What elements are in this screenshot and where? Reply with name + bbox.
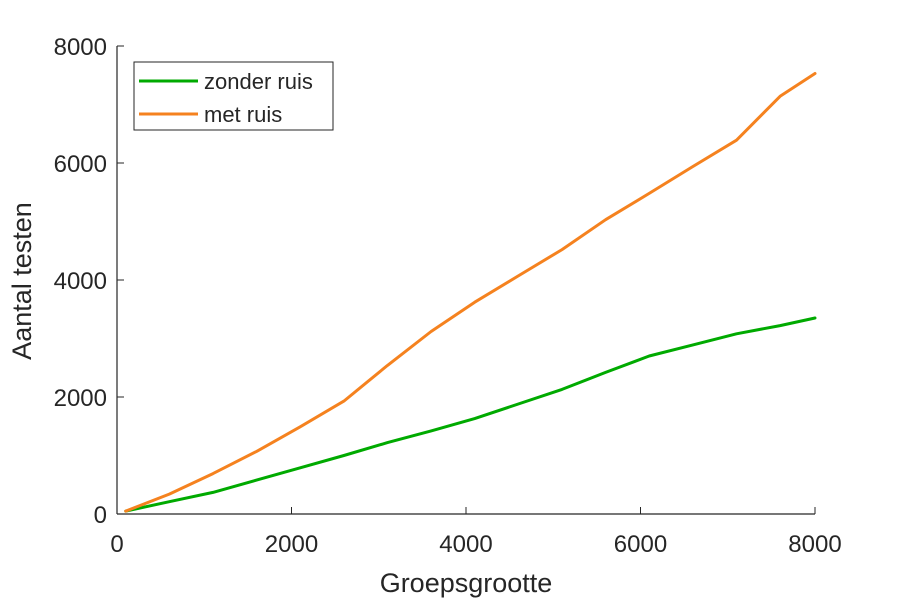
x-tick-label: 8000: [788, 531, 841, 558]
series-line-zonder-ruis: [124, 316, 817, 513]
y-tick-label: 0: [94, 502, 107, 529]
y-axis-title: Aantal testen: [7, 202, 37, 360]
y-tick-label: 6000: [54, 151, 107, 178]
y-tick-label: 8000: [54, 34, 107, 61]
y-tick-label: 2000: [54, 385, 107, 412]
x-tick-label: 0: [110, 531, 123, 558]
x-tick-label: 4000: [439, 531, 492, 558]
series-line-met-ruis: [124, 72, 817, 513]
legend-box: [133, 61, 334, 131]
legend-label: zonder ruis: [204, 69, 313, 94]
axes: 0 2000 4000 6000 8000 0 2000 4000 6000 8000: [54, 34, 842, 558]
legend-label: met ruis: [204, 102, 282, 127]
x-tick-label: 6000: [614, 531, 667, 558]
legend: zonder ruis met ruis: [133, 61, 334, 131]
series-lines: [124, 72, 817, 513]
y-tick-label: 4000: [54, 268, 107, 295]
x-tick-label: 2000: [265, 531, 318, 558]
x-axis-title: Groepsgrootte: [380, 568, 553, 598]
